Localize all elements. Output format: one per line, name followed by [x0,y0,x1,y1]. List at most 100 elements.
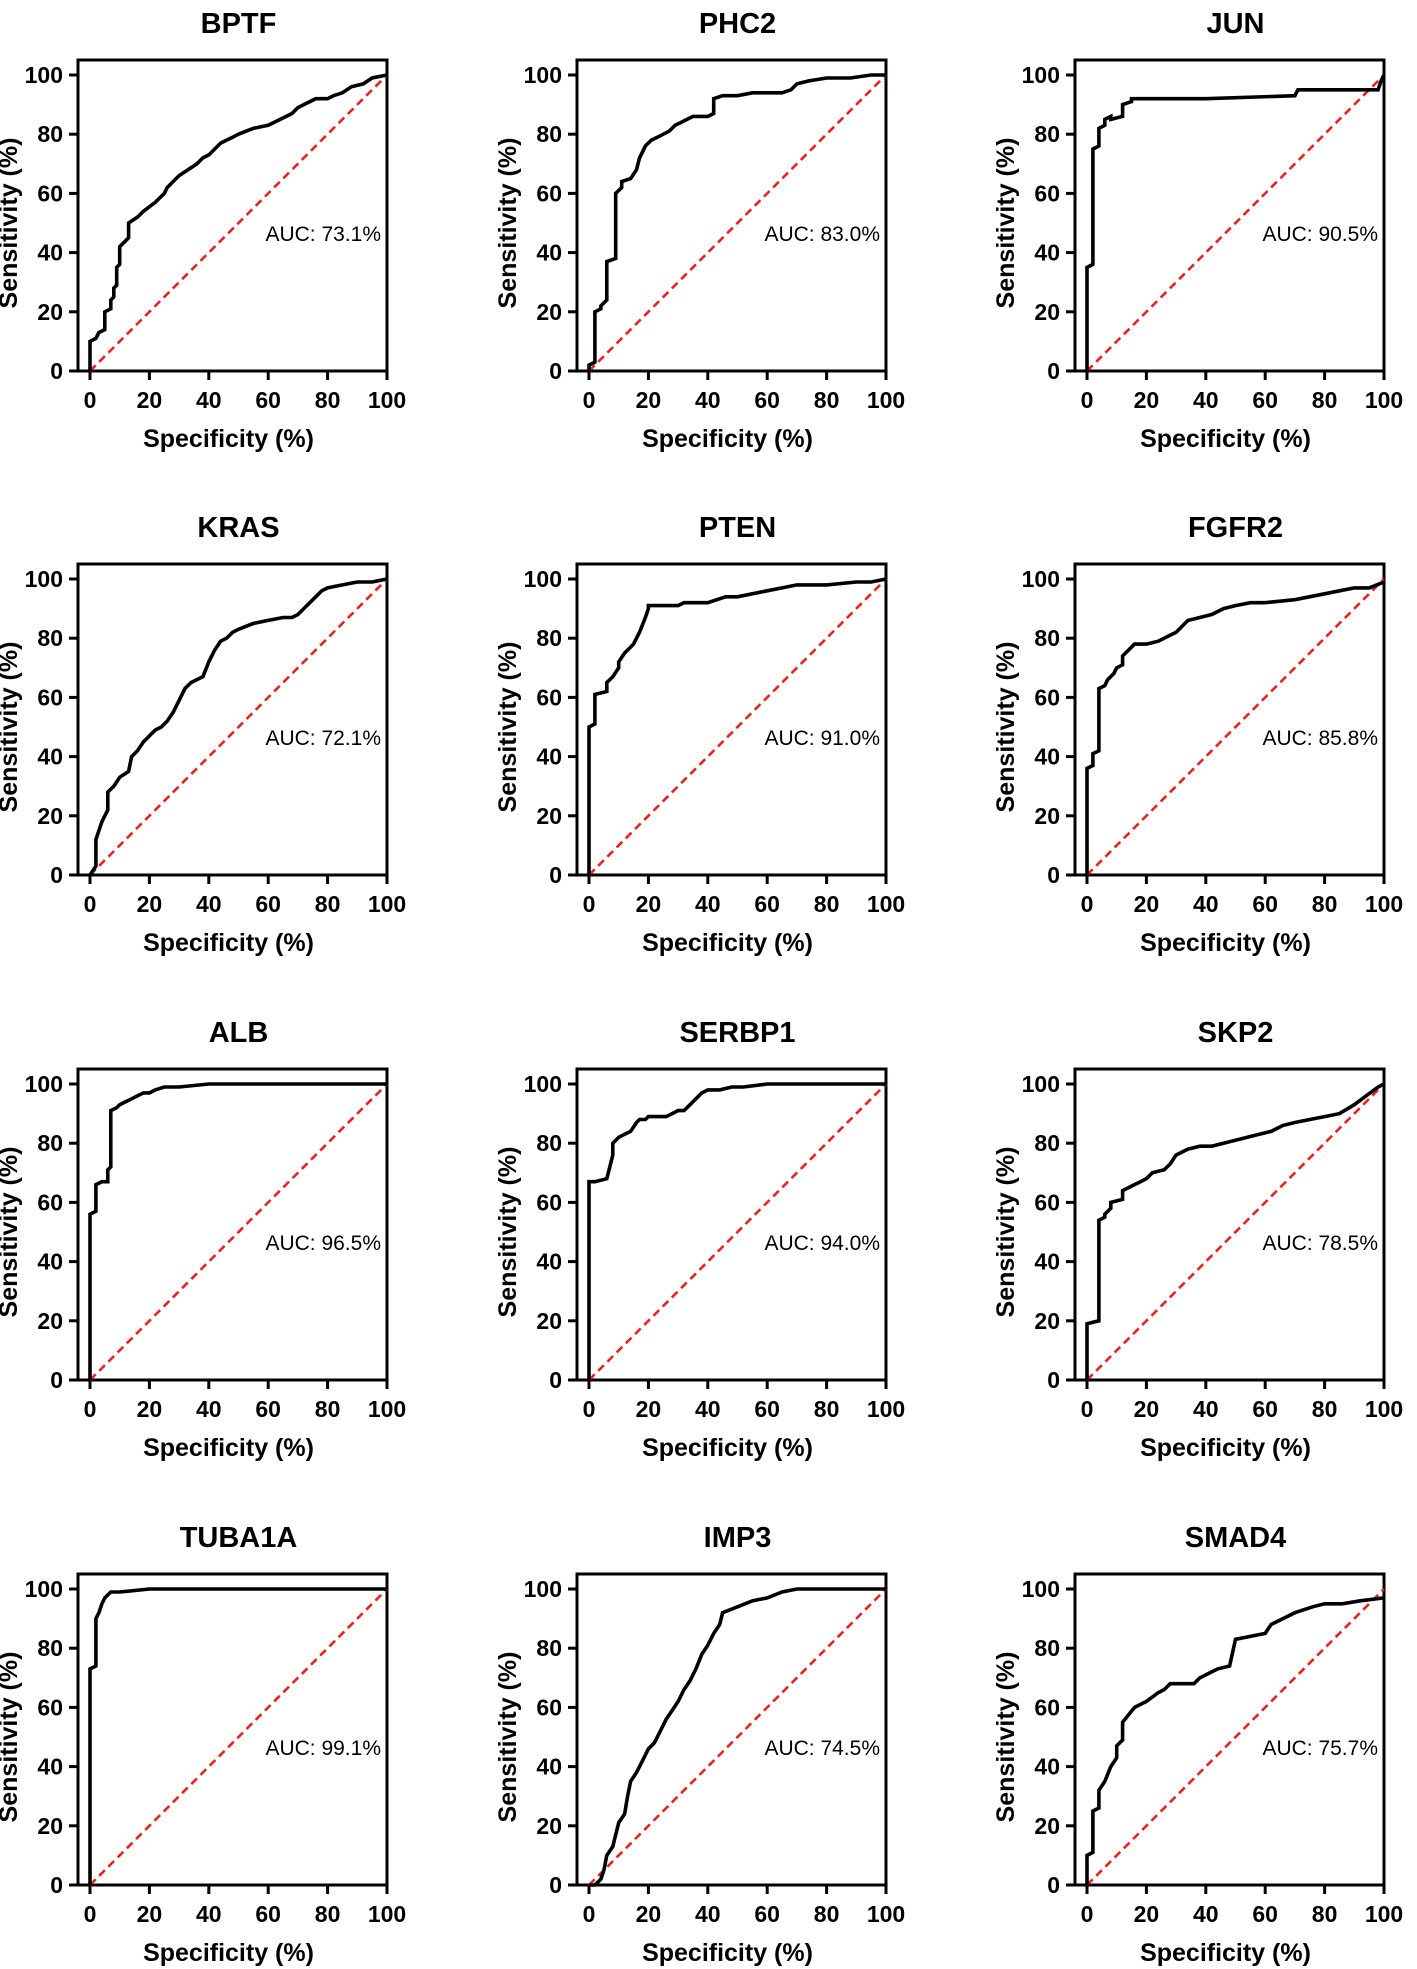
reference-diagonal-line [89,74,388,372]
x-axis-label: Specificity (%) [1140,929,1311,957]
y-axis-label: Sensitivity (%) [0,1147,23,1318]
x-tick-label: 20 [137,1396,163,1422]
y-tick-label: 60 [1034,1694,1060,1720]
x-tick-label: 0 [583,1396,596,1422]
x-tick-label: 80 [315,1901,341,1927]
x-tick-label: 20 [1134,1901,1160,1927]
y-tick-label: 60 [37,1189,63,1215]
x-tick-label: 80 [814,1901,840,1927]
reference-diagonal-line [588,1588,887,1886]
roc-panel-kras: KRAS 0 20 40 60 80 100 0 20 40 60 80 100 Specificity … [0,512,406,957]
y-tick-label: 0 [549,1872,562,1898]
auc-label: AUC: 72.1% [265,727,381,750]
y-tick-label: 80 [536,625,562,651]
panel-title: KRAS [197,512,279,544]
y-tick-label: 40 [37,1754,63,1780]
panel-title: PHC2 [699,8,776,40]
x-tick-label: 100 [867,1901,905,1927]
y-tick-label: 20 [37,803,63,829]
roc-curve-line [587,577,887,875]
panel-title: TUBA1A [180,1522,298,1554]
auc-label: AUC: 78.5% [1262,1232,1378,1255]
y-tick-label: 80 [1034,1130,1060,1156]
x-tick-label: 40 [1193,1901,1219,1927]
x-tick-label: 20 [636,891,662,917]
auc-label: AUC: 83.0% [764,223,880,246]
x-tick-label: 20 [636,1901,662,1927]
x-tick-label: 100 [368,1901,406,1927]
roc-panel-smad4: SMAD4 0 20 40 60 80 100 0 20 40 60 80 100 Specificity… [992,1522,1403,1967]
roc-curve-line [1085,74,1386,371]
x-tick-label: 20 [1134,891,1160,917]
reference-diagonal-line [1086,578,1385,876]
x-tick-label: 100 [368,891,406,917]
x-tick-label: 0 [583,387,596,413]
x-axis-label: Specificity (%) [1140,1434,1311,1462]
x-tick-label: 60 [255,1901,281,1927]
x-axis-label: Specificity (%) [642,1434,813,1462]
x-tick-label: 0 [84,1396,97,1422]
x-tick-label: 0 [583,1901,596,1927]
y-axis-label: Sensitivity (%) [494,642,522,813]
roc-curve-line [88,1082,387,1380]
x-tick-label: 0 [1081,1901,1094,1927]
y-tick-label: 40 [536,240,562,266]
y-tick-label: 20 [37,1813,63,1839]
x-tick-label: 40 [695,387,721,413]
y-tick-label: 40 [37,240,63,266]
x-tick-label: 60 [754,1396,780,1422]
x-tick-label: 100 [1365,1901,1403,1927]
y-tick-label: 100 [524,1576,562,1602]
auc-label: AUC: 73.1% [265,223,381,246]
y-tick-label: 0 [50,358,63,384]
y-tick-label: 40 [536,1754,562,1780]
roc-curve-line [1085,1596,1385,1885]
roc-curve-line [587,1082,886,1380]
y-tick-label: 60 [536,1189,562,1215]
y-tick-label: 60 [37,1694,63,1720]
y-tick-label: 20 [536,1813,562,1839]
panel-title: FGFR2 [1188,512,1283,544]
x-tick-label: 60 [255,891,281,917]
y-tick-label: 80 [1034,1635,1060,1661]
y-tick-label: 100 [25,566,63,592]
reference-diagonal-line [1086,74,1385,372]
x-axis-label: Specificity (%) [642,929,813,957]
y-tick-label: 20 [536,803,562,829]
x-axis-label: Specificity (%) [1140,425,1311,453]
x-tick-label: 100 [1365,1396,1403,1422]
x-tick-label: 60 [1252,1901,1278,1927]
y-axis-label: Sensitivity (%) [992,138,1020,309]
x-tick-label: 60 [754,891,780,917]
y-tick-label: 20 [536,299,562,325]
x-tick-label: 0 [84,891,97,917]
x-tick-label: 60 [1252,891,1278,917]
x-tick-label: 20 [137,1901,163,1927]
auc-label: AUC: 90.5% [1262,223,1378,246]
y-tick-label: 0 [50,1367,63,1393]
y-tick-label: 0 [50,1872,63,1898]
y-tick-label: 80 [37,1635,63,1661]
y-axis-label: Sensitivity (%) [0,138,23,309]
roc-curve-line [1085,1082,1385,1380]
x-tick-label: 80 [1312,1901,1338,1927]
x-axis-label: Specificity (%) [143,425,314,453]
y-tick-label: 20 [37,1308,63,1334]
y-axis-label: Sensitivity (%) [992,1147,1020,1318]
auc-label: AUC: 96.5% [265,1232,381,1255]
y-tick-label: 80 [37,625,63,651]
x-tick-label: 80 [1312,387,1338,413]
x-tick-label: 20 [1134,387,1160,413]
y-tick-label: 60 [536,180,562,206]
auc-label: AUC: 94.0% [764,1232,880,1255]
panel-title: SERBP1 [679,1017,795,1049]
y-tick-label: 0 [1047,1367,1060,1393]
panel-title: JUN [1206,8,1264,40]
reference-diagonal-line [89,1588,388,1886]
y-tick-label: 20 [536,1308,562,1334]
y-tick-label: 60 [1034,684,1060,710]
panel-title: PTEN [699,512,776,544]
x-tick-label: 60 [255,1396,281,1422]
x-tick-label: 20 [636,1396,662,1422]
x-tick-label: 40 [1193,1396,1219,1422]
